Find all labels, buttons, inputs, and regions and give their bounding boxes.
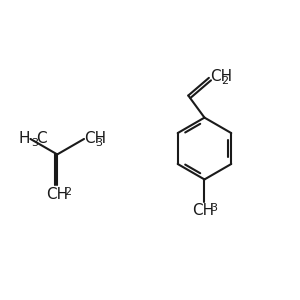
Text: 2: 2 xyxy=(221,76,228,85)
Text: 2: 2 xyxy=(64,187,71,197)
Text: H: H xyxy=(19,131,31,146)
Text: 3: 3 xyxy=(31,138,38,148)
Text: CH: CH xyxy=(46,187,68,202)
Text: CH: CH xyxy=(84,131,106,146)
Text: CH: CH xyxy=(192,203,214,218)
Text: 3: 3 xyxy=(95,138,102,148)
Text: 3: 3 xyxy=(211,203,218,213)
Text: CH: CH xyxy=(210,69,232,84)
Text: C: C xyxy=(36,131,46,146)
